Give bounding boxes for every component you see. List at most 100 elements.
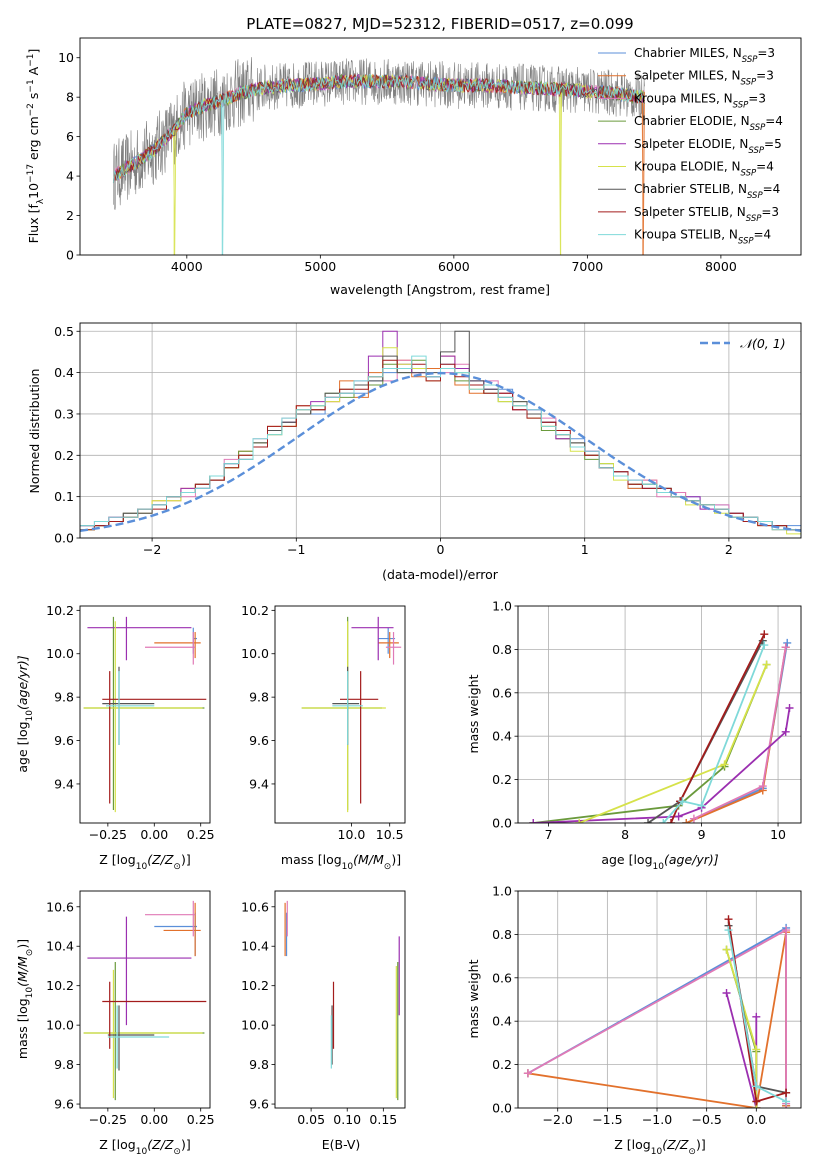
y-tick-label: 9.8 (54, 1057, 74, 1072)
x-tick-label: −2 (143, 542, 161, 557)
y-tick-label: 0.4 (492, 1014, 512, 1029)
weight-marker (782, 926, 791, 935)
spectrum-panel: 4000 5000 6000 7000 8000 0 2 4 6 8 10 Chabrier MILE… (26, 37, 802, 297)
x-tick-label: 0 (437, 542, 445, 557)
y-axis-label-part: 10 (25, 987, 35, 999)
legend-sub: SSP (746, 214, 762, 224)
axes-frame (79, 322, 802, 539)
y-axis-label: mass weight (466, 674, 481, 753)
legend-name: Salpeter STELIB, N (634, 205, 746, 219)
y-tick-label: 10.6 (46, 899, 74, 914)
x-axis-label-part: age [log (601, 852, 652, 867)
normal-legend-label: 𝒩(0, 1) (740, 336, 786, 351)
y-tick-label: 0.5 (54, 324, 74, 339)
y-tick-label: 2 (66, 208, 74, 223)
weight-marker (781, 643, 790, 652)
mass-age-panel-plot-area (301, 616, 402, 813)
x-tick-label: 1 (581, 542, 589, 557)
legend-label: Kroupa STELIB, NSSP=4 (634, 228, 771, 247)
x-tick-label: 9 (698, 827, 706, 842)
y-tick-label: 10.2 (46, 978, 74, 993)
y-axis-label-part: erg cm (26, 116, 41, 164)
spectrum-panel-plot-area (112, 57, 645, 255)
y-axis-label-part: )] (15, 939, 30, 949)
x-axis-label: (data-model)/error (382, 567, 499, 582)
legend-label: Chabrier ELODIE, NSSP=4 (634, 114, 783, 133)
y-tick-label: 0.0 (492, 1101, 512, 1116)
weight-line-kroupa-stelib (662, 644, 766, 823)
y-tick-label: 0.0 (54, 531, 74, 546)
x-tick-label: 0.05 (297, 1112, 325, 1127)
y-tick-label: 10.4 (46, 939, 74, 954)
y-tick-label: 10.4 (241, 939, 269, 954)
weight-marker (697, 801, 706, 810)
y-axis-label-part: 10 (26, 183, 41, 199)
weight-marker (666, 819, 675, 823)
legend-label: Salpeter ELODIE, NSSP=5 (634, 137, 782, 156)
x-axis-label-part: ⊙ (688, 1147, 696, 1157)
y-tick-label: 0.2 (54, 448, 74, 463)
y-tick-label: 0.8 (492, 927, 512, 942)
weight-marker (682, 819, 691, 823)
figure-title: PLATE=0827, MJD=52312, FIBERID=0517, z=0… (246, 15, 633, 33)
y-tick-label: 9.8 (249, 1057, 269, 1072)
legend-value: =3 (761, 205, 779, 219)
weight-marker (659, 819, 668, 823)
weight-marker (758, 782, 767, 791)
axes-frame (79, 37, 802, 256)
weight-marker (752, 1082, 761, 1091)
y-tick-label: 0.2 (492, 1057, 512, 1072)
weight-marker (724, 926, 733, 935)
weight-marker (575, 819, 584, 823)
y-axis-label-part: s (26, 93, 41, 104)
legend-name: Chabrier ELODIE, N (634, 114, 750, 128)
weight-marker (689, 814, 698, 823)
x-tick-label: 0.00 (140, 827, 168, 842)
x-axis-label-part: Z [log (99, 852, 135, 867)
weight-marker (782, 1097, 791, 1106)
y-axis-label: mass weight (466, 959, 481, 1038)
mass-age-panel: 10.0 10.5 9.4 9.6 9.8 10.0 10.2 mass [log10(M/M… (241, 603, 406, 872)
x-axis-label: E(B-V) (322, 1137, 361, 1152)
weight-line-chabrier-stelib (727, 925, 787, 1094)
y-tick-label: 8 (66, 90, 74, 105)
weight-marker (724, 915, 733, 924)
x-axis-label: age [log10(age/yr)] (601, 852, 718, 872)
weight-marker (785, 703, 794, 712)
x-axis-label-part: )] (181, 1137, 191, 1152)
legend-sub: SSP (742, 55, 758, 65)
legend-value: =3 (756, 69, 774, 83)
axes-frame (79, 890, 211, 1109)
y-tick-label: 10.2 (241, 603, 269, 618)
x-axis-label-part: (Z/Z (147, 852, 174, 867)
y-tick-label: 0 (66, 248, 74, 263)
y-tick-label: 9.8 (54, 690, 74, 705)
x-tick-label: 6000 (438, 259, 470, 274)
weight-marker (752, 1012, 761, 1021)
y-tick-label: 10.2 (46, 603, 74, 618)
y-tick-label: 6 (66, 129, 74, 144)
legend-sub: SSP (750, 123, 766, 133)
x-axis-label-part: (Z/Z (147, 1137, 174, 1152)
y-axis-label-part: λ (36, 198, 46, 204)
z-age-panel-plot-area (83, 616, 207, 813)
x-tick-label: 0.15 (369, 1112, 397, 1127)
weight-marker (722, 945, 731, 954)
y-axis-label: Normed distribution (27, 369, 42, 494)
legend-label: Chabrier MILES, NSSP=3 (634, 46, 775, 65)
y-tick-label: 10.0 (241, 646, 269, 661)
axes-frame (517, 890, 802, 1109)
x-axis-label-part: )] (181, 852, 191, 867)
weight-line-chabrier-elodie (533, 664, 768, 823)
legend-name: Kroupa STELIB, N (634, 228, 738, 242)
normal-curve (80, 371, 801, 532)
legend-value: =4 (756, 160, 774, 174)
x-tick-label: −1.5 (592, 1112, 622, 1127)
x-tick-label: 10.0 (338, 827, 366, 842)
age-weight-panel-plot-area (518, 606, 801, 823)
weight-line-chabrier-elodie (725, 949, 758, 1108)
weight-marker (674, 812, 683, 821)
y-tick-label: 9.6 (249, 1097, 269, 1112)
x-tick-label: 7 (545, 827, 553, 842)
